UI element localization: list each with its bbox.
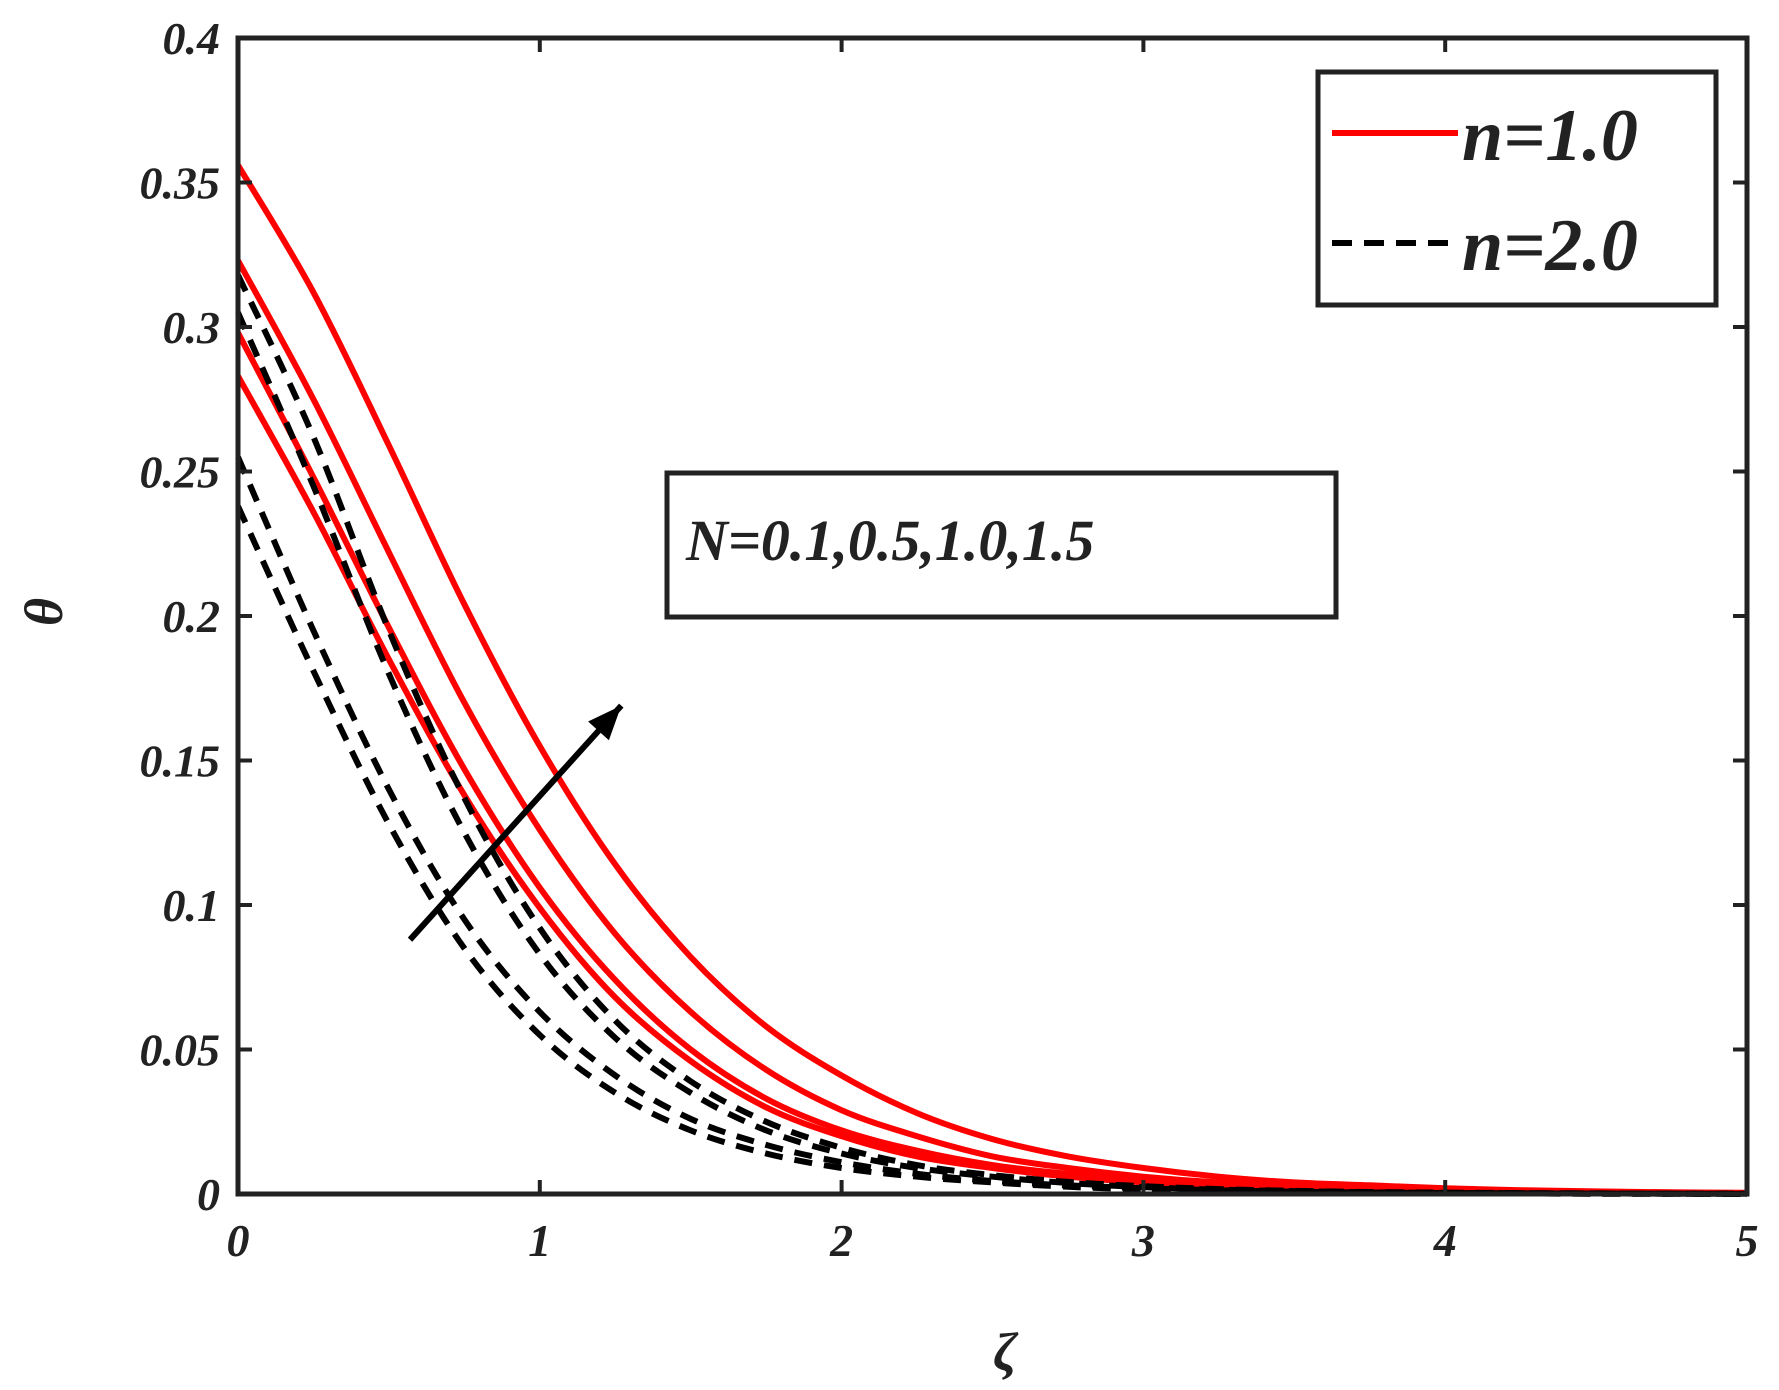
y-tick-label: 0 xyxy=(197,1169,220,1220)
x-axis-label: ζ xyxy=(993,1322,1019,1382)
legend-box xyxy=(1315,69,1719,308)
x-tick-label: 3 xyxy=(1131,1215,1155,1266)
annotation-arrow-head xyxy=(588,705,622,741)
series-line-n1-3 xyxy=(235,259,1748,1197)
series-line-n1-2 xyxy=(235,331,1748,1197)
x-tick-label: 5 xyxy=(1736,1215,1759,1266)
legend: n=1.0 n=2.0 xyxy=(1315,69,1719,308)
x-tick-label: 2 xyxy=(829,1215,853,1266)
y-tick-label: 0.35 xyxy=(140,158,221,209)
annotation-box xyxy=(664,470,1339,620)
series-line-n2-6 xyxy=(235,455,1748,1197)
annotation-layer: N=0.1,0.5,1.0,1.5 xyxy=(407,470,1339,942)
series-line-n1-4 xyxy=(235,163,1748,1196)
legend-label-n1: n=1.0 xyxy=(1462,95,1638,177)
y-tick-label: 0.25 xyxy=(140,447,221,498)
y-tick-label: 0.3 xyxy=(163,302,221,353)
y-tick-label: 0.05 xyxy=(140,1025,221,1076)
y-tick-label: 0.2 xyxy=(163,591,221,642)
y-tick-label: 0.4 xyxy=(163,13,221,64)
y-tick-label: 0.1 xyxy=(163,880,221,931)
series-line-n2-7 xyxy=(235,311,1748,1197)
series-layer xyxy=(235,163,1748,1197)
annotation-text: N=0.1,0.5,1.0,1.5 xyxy=(685,508,1094,573)
axes-layer: 0 1 2 3 4 5 0 0.05 0.1 0.15 0.2 0.25 0.3 0.35 0.4 xyxy=(140,13,1759,1266)
annotation-arrow-shaft xyxy=(407,703,624,942)
x-tick-label: 4 xyxy=(1433,1215,1457,1266)
x-tick-label: 0 xyxy=(227,1215,250,1266)
y-axis-label: θ xyxy=(14,598,74,626)
series-line-n2-8 xyxy=(235,273,1748,1197)
x-tick-label: 1 xyxy=(528,1215,551,1266)
legend-label-n2: n=2.0 xyxy=(1462,205,1638,287)
y-tick-label: 0.15 xyxy=(140,736,221,787)
